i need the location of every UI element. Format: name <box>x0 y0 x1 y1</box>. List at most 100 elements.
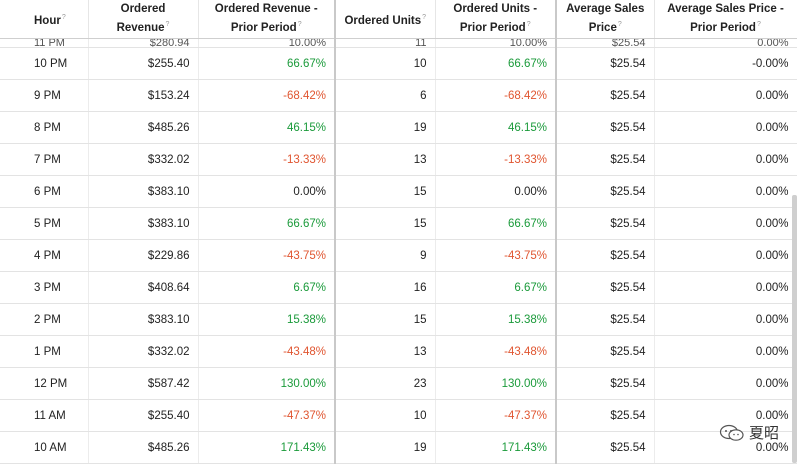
cell-avg-price: $25.54 <box>556 79 655 112</box>
cell-revenue: $383.10 <box>88 175 199 208</box>
help-icon[interactable]: ? <box>617 21 622 29</box>
cell-units: 13 <box>335 143 436 176</box>
cell-units-change: 66.67% <box>435 207 557 240</box>
cell-revenue-change: 130.00% <box>198 367 336 400</box>
cell-units: 9 <box>335 239 436 272</box>
cell-avg-price: $25.54 <box>556 239 655 272</box>
cell-units-change: -68.42% <box>435 79 557 112</box>
cell-units-change: 6.67% <box>435 271 557 304</box>
cell-units-change: -13.33% <box>435 143 557 176</box>
help-icon[interactable]: ? <box>526 21 531 29</box>
cell-revenue-change: 15.38% <box>198 303 336 336</box>
cell-units-change: -43.75% <box>435 239 557 272</box>
cell-price-change: 0.00% <box>654 239 797 272</box>
column-header-ordered-revenue[interactable]: Ordered Revenue? <box>88 0 199 39</box>
cell-units: 13 <box>335 335 436 368</box>
column-header-hour[interactable]: Hour? <box>0 0 89 39</box>
cell-price-change: 0.00% <box>654 303 797 336</box>
cell-hour: 9 PM <box>0 79 89 112</box>
cell-revenue-change: -68.42% <box>198 79 336 112</box>
table-header-row: Hour? Ordered Revenue? Ordered Revenue -… <box>0 0 797 39</box>
cell-hour: 6 PM <box>0 175 89 208</box>
cell-price-change: 0.00% <box>654 335 797 368</box>
cell-revenue-change: -43.75% <box>198 239 336 272</box>
help-icon[interactable]: ? <box>61 13 66 21</box>
table-row: 7 PM $332.02 -13.33% 13 -13.33% $25.54 0.00% <box>0 143 797 176</box>
table-row: 6 PM $383.10 0.00% 15 0.00% $25.54 0.00% <box>0 175 797 208</box>
cell-price-change: 0.00% <box>654 207 797 240</box>
cell-units-change: 171.43% <box>435 431 557 464</box>
cell-avg-price: $25.54 <box>556 367 655 400</box>
column-header-average-sales-price-prior[interactable]: Average Sales Price - Prior Period? <box>654 0 797 39</box>
cell-units: 11 <box>335 38 436 48</box>
cell-units: 19 <box>335 431 436 464</box>
cell-units-change: 15.38% <box>435 303 557 336</box>
cell-hour: 4 PM <box>0 239 89 272</box>
cell-units-change: 0.00% <box>435 175 557 208</box>
help-icon[interactable]: ? <box>165 21 170 29</box>
cell-units-change: -47.37% <box>435 399 557 432</box>
cell-units: 19 <box>335 111 436 144</box>
cell-price-change: 0.00% <box>654 111 797 144</box>
column-header-ordered-revenue-prior[interactable]: Ordered Revenue - Prior Period? <box>198 0 336 39</box>
cell-avg-price: $25.54 <box>556 111 655 144</box>
cell-revenue: $485.26 <box>88 431 199 464</box>
cell-units: 15 <box>335 303 436 336</box>
cell-revenue-change: 66.67% <box>198 207 336 240</box>
vertical-scrollbar[interactable] <box>792 195 797 463</box>
cell-revenue-change: 171.43% <box>198 431 336 464</box>
table-row: 10 AM $485.26 171.43% 19 171.43% $25.54 0.00% <box>0 431 797 464</box>
cell-hour: 12 PM <box>0 367 89 400</box>
cell-avg-price: $25.54 <box>556 47 655 80</box>
help-icon[interactable]: ? <box>756 21 761 29</box>
help-icon[interactable]: ? <box>422 13 427 21</box>
cell-avg-price: $25.54 <box>556 143 655 176</box>
cell-hour: 2 PM <box>0 303 89 336</box>
cell-avg-price: $25.54 <box>556 399 655 432</box>
table-row: 11 AM $255.40 -47.37% 10 -47.37% $25.54 0.00% <box>0 399 797 432</box>
table-row: 3 PM $408.64 6.67% 16 6.67% $25.54 0.00% <box>0 271 797 304</box>
watermark: 夏昭 <box>719 422 779 443</box>
cell-revenue: $408.64 <box>88 271 199 304</box>
help-icon[interactable]: ? <box>297 21 302 29</box>
table-row: 5 PM $383.10 66.67% 15 66.67% $25.54 0.00% <box>0 207 797 240</box>
cell-revenue: $587.42 <box>88 367 199 400</box>
cell-price-change: 0.00% <box>654 399 797 432</box>
cell-revenue: $153.24 <box>88 79 199 112</box>
cell-revenue: $332.02 <box>88 143 199 176</box>
cell-revenue: $255.40 <box>88 47 199 80</box>
cell-units: 10 <box>335 47 436 80</box>
cell-units: 10 <box>335 399 436 432</box>
cell-units-change: 130.00% <box>435 367 557 400</box>
cell-hour: 11 AM <box>0 399 89 432</box>
column-header-ordered-units[interactable]: Ordered Units? <box>335 0 436 39</box>
cell-avg-price: $25.54 <box>556 303 655 336</box>
cell-units: 16 <box>335 271 436 304</box>
cell-units: 6 <box>335 79 436 112</box>
cell-revenue-change: -43.48% <box>198 335 336 368</box>
cell-units: 15 <box>335 207 436 240</box>
cell-revenue-change: 66.67% <box>198 47 336 80</box>
cell-revenue: $229.86 <box>88 239 199 272</box>
cell-revenue: $332.02 <box>88 335 199 368</box>
cell-revenue-change: -47.37% <box>198 399 336 432</box>
column-header-average-sales-price[interactable]: Average Sales Price? <box>556 0 655 39</box>
cell-revenue-change: 10.00% <box>198 38 336 48</box>
cell-price-change: 0.00% <box>654 271 797 304</box>
cell-price-change: 0.00% <box>654 367 797 400</box>
cell-price-change: -0.00% <box>654 47 797 80</box>
cell-hour: 1 PM <box>0 335 89 368</box>
table-row: 9 PM $153.24 -68.42% 6 -68.42% $25.54 0.00% <box>0 79 797 112</box>
cell-units-change: 66.67% <box>435 47 557 80</box>
cell-revenue-change: 0.00% <box>198 175 336 208</box>
cell-hour: 11 PM <box>0 38 89 48</box>
column-header-ordered-units-prior[interactable]: Ordered Units - Prior Period? <box>435 0 557 39</box>
table-row: 10 PM $255.40 66.67% 10 66.67% $25.54 -0.00% <box>0 47 797 80</box>
table-row-partial: 11 PM $280.94 10.00% 11 10.00% $25.54 0.… <box>0 38 797 48</box>
cell-hour: 3 PM <box>0 271 89 304</box>
cell-revenue: $280.94 <box>88 38 199 48</box>
cell-revenue: $383.10 <box>88 207 199 240</box>
cell-units-change: 46.15% <box>435 111 557 144</box>
cell-avg-price: $25.54 <box>556 271 655 304</box>
